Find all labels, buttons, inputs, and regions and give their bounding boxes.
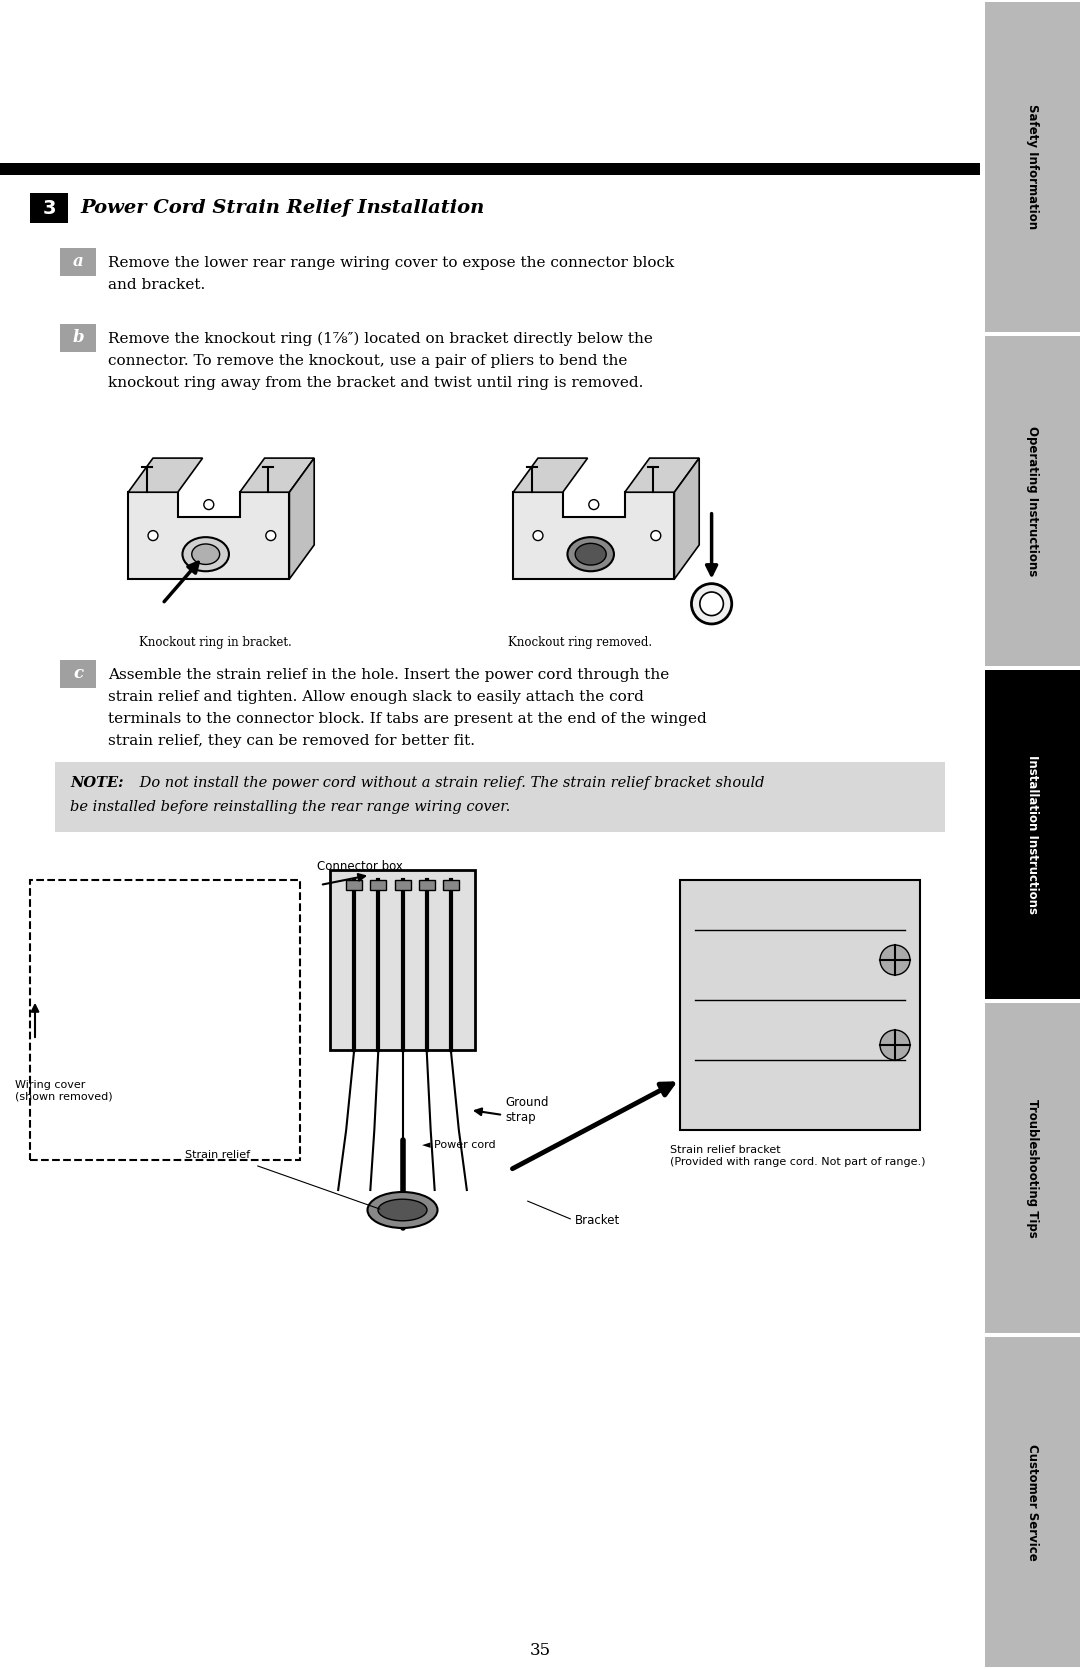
Text: Bracket: Bracket: [575, 1213, 620, 1227]
Text: and bracket.: and bracket.: [108, 279, 205, 292]
Text: c: c: [73, 666, 83, 683]
Text: Assemble the strain relief in the hole. Insert the power cord through the: Assemble the strain relief in the hole. …: [108, 668, 670, 683]
Ellipse shape: [576, 544, 606, 566]
Polygon shape: [129, 457, 203, 492]
Text: Knockout ring removed.: Knockout ring removed.: [508, 636, 652, 649]
Bar: [419, 880, 434, 890]
Bar: [985, 2, 1080, 332]
Circle shape: [880, 1030, 910, 1060]
Polygon shape: [513, 492, 674, 579]
Text: Operating Instructions: Operating Instructions: [1026, 426, 1039, 576]
Text: Remove the lower rear range wiring cover to expose the connector block: Remove the lower rear range wiring cover…: [108, 255, 674, 270]
Text: Power Cord Strain Relief Installation: Power Cord Strain Relief Installation: [80, 199, 484, 217]
Polygon shape: [129, 492, 289, 579]
Text: b: b: [72, 329, 84, 347]
Text: Strain relief: Strain relief: [185, 1150, 249, 1160]
Text: connector. To remove the knockout, use a pair of pliers to bend the: connector. To remove the knockout, use a…: [108, 354, 627, 367]
Bar: [985, 1003, 1080, 1334]
Bar: [394, 880, 410, 890]
Text: a: a: [72, 254, 83, 270]
Text: knockout ring away from the bracket and twist until ring is removed.: knockout ring away from the bracket and …: [108, 376, 644, 391]
Ellipse shape: [567, 537, 613, 571]
Bar: [443, 880, 459, 890]
Ellipse shape: [183, 537, 229, 571]
Bar: [60, 249, 96, 275]
Bar: [0, 164, 980, 175]
Circle shape: [266, 531, 275, 541]
Circle shape: [534, 531, 543, 541]
Text: Wiring cover
(shown removed): Wiring cover (shown removed): [15, 1080, 112, 1102]
Text: ◄ Power cord: ◄ Power cord: [422, 1140, 496, 1150]
Ellipse shape: [192, 544, 219, 564]
Circle shape: [651, 531, 661, 541]
Polygon shape: [674, 457, 699, 579]
Bar: [55, 763, 945, 833]
Text: Knockout ring in bracket.: Knockout ring in bracket.: [138, 636, 292, 649]
Text: Ground
strap: Ground strap: [505, 1097, 549, 1123]
Bar: [60, 324, 96, 352]
Text: NOTE:: NOTE:: [70, 776, 123, 789]
Bar: [370, 880, 387, 890]
Text: Customer Service: Customer Service: [1026, 1444, 1039, 1561]
Text: Safety Information: Safety Information: [1026, 105, 1039, 229]
Circle shape: [204, 499, 214, 509]
Bar: [330, 870, 475, 1050]
Polygon shape: [240, 457, 314, 492]
Text: be installed before reinstalling the rear range wiring cover.: be installed before reinstalling the rea…: [70, 799, 510, 814]
Bar: [680, 880, 920, 1130]
Bar: [60, 659, 96, 688]
Bar: [985, 335, 1080, 666]
Text: Do not install the power cord without a strain relief. The strain relief bracket: Do not install the power cord without a …: [135, 776, 765, 789]
Circle shape: [148, 531, 158, 541]
Bar: [985, 1337, 1080, 1667]
Polygon shape: [289, 457, 314, 579]
Text: Connector box: Connector box: [318, 860, 403, 873]
Circle shape: [589, 499, 598, 509]
Text: Installation Instructions: Installation Instructions: [1026, 754, 1039, 915]
Text: Troubleshooting Tips: Troubleshooting Tips: [1026, 1098, 1039, 1238]
Ellipse shape: [367, 1192, 437, 1228]
Ellipse shape: [700, 592, 724, 616]
Text: strain relief, they can be removed for better fit.: strain relief, they can be removed for b…: [108, 734, 475, 748]
Text: Remove the knockout ring (1⅞″) located on bracket directly below the: Remove the knockout ring (1⅞″) located o…: [108, 332, 653, 347]
Text: strain relief and tighten. Allow enough slack to easily attach the cord: strain relief and tighten. Allow enough …: [108, 689, 644, 704]
Text: Strain relief bracket
(Provided with range cord. Not part of range.): Strain relief bracket (Provided with ran…: [670, 1145, 926, 1167]
Text: terminals to the connector block. If tabs are present at the end of the winged: terminals to the connector block. If tab…: [108, 713, 706, 726]
Text: 3: 3: [42, 199, 56, 217]
Ellipse shape: [378, 1200, 427, 1220]
Polygon shape: [625, 457, 699, 492]
Polygon shape: [513, 457, 588, 492]
Circle shape: [880, 945, 910, 975]
Bar: [30, 880, 300, 1160]
Ellipse shape: [691, 584, 732, 624]
Bar: [985, 669, 1080, 1000]
Text: 35: 35: [529, 1642, 551, 1659]
Bar: [347, 880, 362, 890]
Bar: [30, 194, 68, 224]
